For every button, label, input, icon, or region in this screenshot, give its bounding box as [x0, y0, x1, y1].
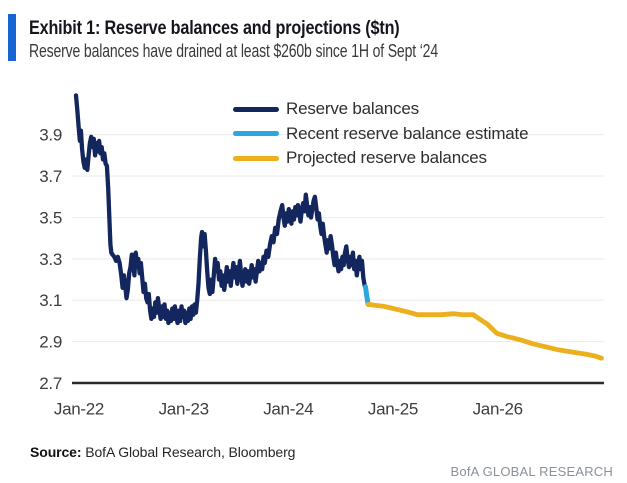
- y-tick-label-3.7: 3.7: [39, 167, 62, 186]
- reserve-balances-chart: 3.9 3.7 3.5 3.3 3.1 2.9 2.7 Jan-22 Jan-23 Jan-24 J…: [39, 93, 604, 419]
- reserve-balances-line-swatch: [233, 106, 279, 112]
- x-tick-label-Jan-23: Jan-23: [159, 400, 209, 419]
- legend-item-recent-estimate: Recent reserve balance estimate: [233, 122, 529, 147]
- recent-estimate-line-swatch: [233, 131, 279, 137]
- series-reserve-balances: [73, 93, 368, 326]
- projected-balances-line-swatch: [233, 155, 279, 161]
- y-tick-label-3.3: 3.3: [39, 250, 62, 269]
- exhibit-subtitle: Reserve balances have drained at least $…: [29, 41, 439, 61]
- y-tick-label-3.1: 3.1: [39, 291, 62, 310]
- legend-item-projected-balances: Projected reserve balances: [233, 146, 528, 171]
- exhibit-accent-bar: [8, 14, 16, 61]
- source-text: BofA Global Research, Bloomberg: [81, 444, 296, 460]
- exhibit-title: Exhibit 1: Reserve balances and projecti…: [29, 17, 400, 39]
- chart-legend: Reserve balances Recent reserve balance …: [233, 97, 529, 171]
- y-tick-label-3.5: 3.5: [39, 209, 62, 228]
- y-tick-label-2.9: 2.9: [39, 333, 62, 352]
- x-tick-label-Jan-24: Jan-24: [263, 400, 313, 419]
- y-tick-label-2.7: 2.7: [39, 374, 62, 393]
- source-label: Source:: [30, 444, 82, 460]
- brand-text: BofA GLOBAL RESEARCH: [450, 464, 613, 479]
- series-projected-reserve-balances: [365, 301, 604, 361]
- legend-item-reserve-balances: Reserve balances: [233, 97, 528, 122]
- source-line: Source: BofA Global Research, Bloomberg: [30, 444, 295, 460]
- y-tick-label-3.9: 3.9: [39, 126, 62, 145]
- legend-label: Projected reserve balances: [286, 148, 487, 168]
- legend-label: Recent reserve balance estimate: [286, 123, 529, 143]
- x-tick-label-Jan-25: Jan-25: [368, 400, 418, 419]
- legend-label: Reserve balances: [286, 99, 419, 119]
- x-tick-label-Jan-26: Jan-26: [473, 400, 523, 419]
- series-recent-reserve-balance-estimate: [363, 284, 371, 307]
- x-tick-label-Jan-22: Jan-22: [54, 400, 104, 419]
